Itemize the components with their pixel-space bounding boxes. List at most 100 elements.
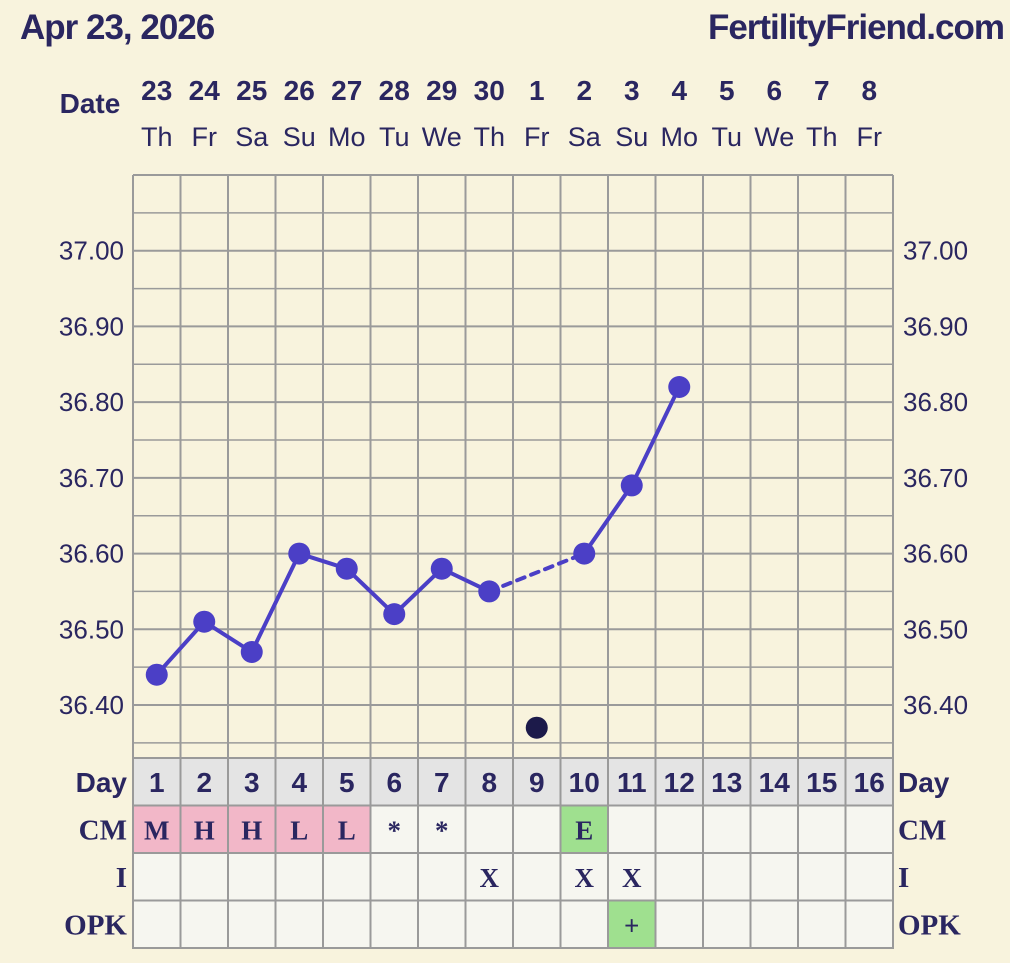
weekday-label: Su — [283, 122, 316, 152]
date-label: Date — [60, 88, 121, 119]
y-tick-left: 36.70 — [59, 463, 124, 493]
i-cell — [844, 852, 894, 902]
opk-cell — [797, 899, 847, 949]
cm-cell — [369, 804, 419, 854]
opk-cell — [607, 899, 657, 949]
day-value: 2 — [196, 767, 212, 798]
i-cell — [417, 852, 467, 902]
temperature-point — [288, 542, 311, 565]
temperature-line-segment — [154, 619, 207, 677]
weekday-label: Su — [615, 122, 648, 152]
cm-cell — [179, 804, 229, 854]
opk-cell — [274, 899, 324, 949]
day-cell — [654, 757, 704, 807]
cm-cell — [607, 804, 657, 854]
day-value: 16 — [854, 767, 885, 798]
day-cell — [417, 757, 467, 807]
day-value: 1 — [149, 767, 165, 798]
cm-value: * — [435, 815, 449, 845]
temperature-point — [620, 474, 643, 497]
date-number: 27 — [331, 75, 362, 106]
day-value: 12 — [664, 767, 695, 798]
cm-cell — [797, 804, 847, 854]
opk-value: + — [624, 910, 639, 940]
i-value: X — [622, 863, 642, 893]
date-number: 30 — [474, 75, 505, 106]
opk-cell — [132, 899, 182, 949]
opk-cell — [227, 899, 277, 949]
day-value: 4 — [291, 767, 307, 798]
date-number: 7 — [814, 75, 830, 106]
i-value: X — [480, 863, 500, 893]
day-value: 5 — [339, 767, 355, 798]
y-tick-left: 37.00 — [59, 236, 124, 266]
weekday-label: Mo — [328, 122, 366, 152]
date-number: 8 — [861, 75, 877, 106]
temperature-point — [383, 603, 406, 626]
site-name: FertilityFriend.com — [707, 8, 1005, 47]
date-number: 4 — [671, 75, 687, 106]
temperature-axis: 37.00 37.00 36.90 36.90 36.80 36.80 36.70 36.70… — [59, 236, 968, 720]
i-cell — [702, 852, 752, 902]
y-tick-left: 36.60 — [59, 539, 124, 569]
date-number: 5 — [719, 75, 735, 106]
date-number: 6 — [766, 75, 782, 106]
temperature-points — [145, 376, 691, 739]
temperature-point — [573, 542, 596, 565]
date-header: Date 23Th24Fr25Sa26Su27Mo28Tu29We30Th1Fr2… — [60, 75, 882, 152]
opk-cell — [844, 899, 894, 949]
temperature-line-segment — [249, 551, 302, 654]
date-number: 1 — [529, 75, 545, 106]
date-number: 3 — [624, 75, 640, 106]
y-tick-left: 36.40 — [59, 690, 124, 720]
weekday-label: Fr — [857, 122, 882, 152]
row-label-day-right: Day — [898, 767, 950, 798]
date-number: 23 — [141, 75, 172, 106]
day-cell — [512, 757, 562, 807]
opk-cell — [559, 899, 609, 949]
i-cell — [179, 852, 229, 902]
i-cell — [512, 852, 562, 902]
y-tick-left: 36.90 — [59, 311, 124, 341]
weekday-label: We — [422, 122, 462, 152]
cm-value: H — [241, 815, 262, 845]
opk-cell — [369, 899, 419, 949]
day-cell — [274, 757, 324, 807]
y-tick-right: 36.90 — [903, 311, 968, 341]
cm-value: H — [194, 815, 215, 845]
day-value: 9 — [529, 767, 545, 798]
day-value: 3 — [244, 767, 260, 798]
temperature-point — [145, 663, 168, 686]
cm-cell — [512, 804, 562, 854]
y-tick-right: 36.60 — [903, 539, 968, 569]
date-number: 24 — [189, 75, 221, 106]
i-cell — [607, 852, 657, 902]
weekday-label: Sa — [235, 122, 269, 152]
i-value: X — [575, 863, 595, 893]
i-cell — [749, 852, 799, 902]
temperature-point — [668, 376, 691, 398]
temperature-line-segment — [629, 385, 682, 488]
day-cell — [132, 757, 182, 807]
cm-value: * — [388, 815, 402, 845]
cm-cell — [749, 804, 799, 854]
opk-cell — [464, 899, 514, 949]
day-cell — [797, 757, 847, 807]
date-number: 26 — [284, 75, 315, 106]
day-value: 13 — [711, 767, 742, 798]
cm-cell — [702, 804, 752, 854]
opk-cell — [179, 899, 229, 949]
y-tick-right: 36.80 — [903, 387, 968, 417]
day-cell — [322, 757, 372, 807]
day-value: 8 — [481, 767, 497, 798]
weekday-label: Th — [141, 122, 173, 152]
y-tick-right: 36.50 — [903, 614, 968, 644]
weekday-label: Th — [806, 122, 838, 152]
opk-cell — [654, 899, 704, 949]
plot-grid — [132, 174, 894, 758]
discarded-temperature-point — [525, 716, 548, 739]
day-value: 14 — [759, 767, 791, 798]
opk-cell — [749, 899, 799, 949]
